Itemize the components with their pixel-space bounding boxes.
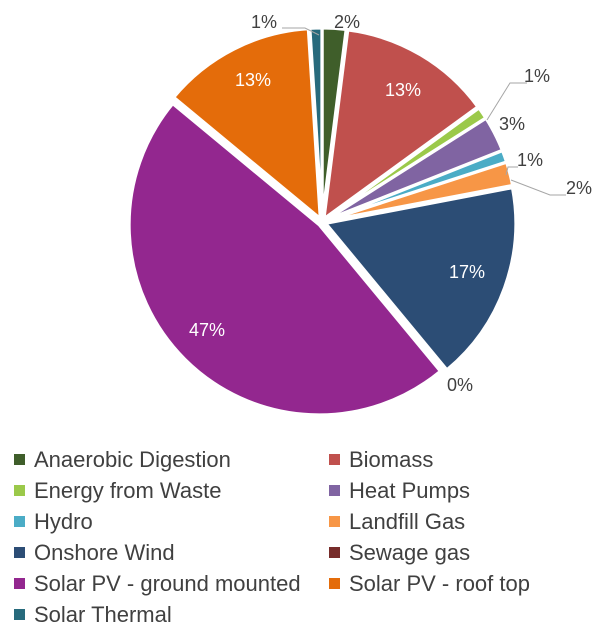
legend-swatch bbox=[14, 609, 25, 620]
legend-swatch bbox=[14, 516, 25, 527]
data-label-energy-from-waste: 1% bbox=[524, 66, 550, 86]
data-label-solar-pv-roof-top: 13% bbox=[235, 70, 271, 90]
legend-swatch bbox=[329, 547, 340, 558]
legend-swatch bbox=[329, 454, 340, 465]
legend-label: Solar PV - roof top bbox=[349, 570, 530, 596]
legend-item-biomass: Biomass bbox=[329, 444, 594, 475]
data-label-sewage-gas: 0% bbox=[447, 375, 473, 395]
data-label-anaerobic-digestion: 2% bbox=[334, 12, 360, 32]
legend-label: Sewage gas bbox=[349, 539, 471, 565]
slice-solar-thermal bbox=[308, 26, 324, 219]
legend-swatch bbox=[14, 454, 25, 465]
legend-label: Solar Thermal bbox=[34, 601, 172, 627]
legend-item-hydro: Hydro bbox=[14, 506, 329, 537]
pie-chart: 2% 13% 1% 3% 1% 2% 17% 0% 47% 13% 1% bbox=[127, 12, 592, 417]
slice-onshore-wind bbox=[322, 185, 518, 372]
leader-line-hydro bbox=[505, 166, 518, 176]
legend-item-sewage-gas: Sewage gas bbox=[329, 537, 594, 568]
data-label-hydro: 1% bbox=[517, 150, 543, 170]
legend-item-onshore-wind: Onshore Wind bbox=[14, 537, 329, 568]
legend-item-solar-pv-ground-mounted: Solar PV - ground mounted bbox=[14, 568, 329, 599]
data-label-solar-pv-ground-mounted: 47% bbox=[189, 320, 225, 340]
legend-item-solar-pv-roof-top: Solar PV - roof top bbox=[329, 568, 594, 599]
data-label-landfill-gas: 2% bbox=[566, 178, 592, 198]
leader-line-energy-from-waste bbox=[486, 82, 527, 121]
slice-biomass bbox=[322, 28, 480, 222]
legend-swatch bbox=[329, 516, 340, 527]
legend-label: Landfill Gas bbox=[349, 508, 466, 534]
legend-swatch bbox=[14, 547, 25, 558]
legend-item-heat-pumps: Heat Pumps bbox=[329, 475, 594, 506]
legend-item-anaerobic-digestion: Anaerobic Digestion bbox=[14, 444, 329, 475]
legend-item-solar-thermal: Solar Thermal bbox=[14, 599, 329, 630]
data-label-heat-pumps: 3% bbox=[499, 114, 525, 134]
legend-swatch bbox=[14, 578, 25, 589]
data-label-onshore-wind: 17% bbox=[449, 262, 485, 282]
slice-solar-pv-ground-mounted bbox=[127, 101, 443, 417]
data-label-solar-thermal: 1% bbox=[251, 12, 277, 32]
chart-legend: Anaerobic Digestion Biomass Energy from Wa… bbox=[14, 444, 594, 630]
legend-label: Onshore Wind bbox=[34, 539, 175, 565]
legend-label: Anaerobic Digestion bbox=[34, 446, 231, 472]
legend-label: Biomass bbox=[349, 446, 434, 472]
legend-item-energy-from-waste: Energy from Waste bbox=[14, 475, 329, 506]
legend-swatch bbox=[329, 578, 340, 589]
legend-label: Hydro bbox=[34, 508, 93, 534]
slice-landfill-gas bbox=[325, 160, 515, 223]
legend-swatch bbox=[14, 485, 25, 496]
slice-solar-pv-roof-top bbox=[171, 27, 322, 222]
legend-swatch bbox=[329, 485, 340, 496]
legend-label: Solar PV - ground mounted bbox=[34, 570, 301, 596]
data-label-biomass: 13% bbox=[385, 80, 421, 100]
leader-line-landfill-gas bbox=[510, 179, 566, 196]
legend-item-landfill-gas: Landfill Gas bbox=[329, 506, 594, 537]
legend-label: Energy from Waste bbox=[34, 477, 222, 503]
leader-line-solar-thermal bbox=[282, 27, 320, 36]
legend-label: Heat Pumps bbox=[349, 477, 471, 503]
